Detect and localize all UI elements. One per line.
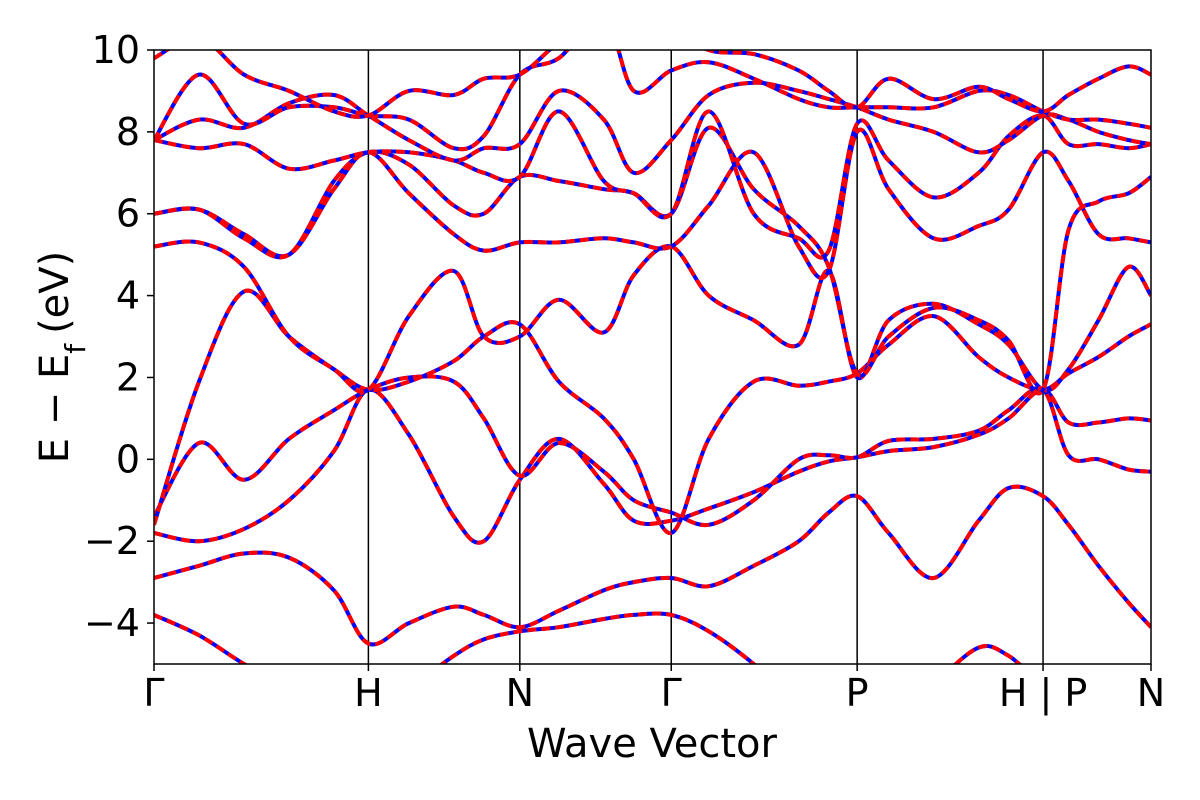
y-tick-label: −4: [84, 601, 140, 645]
band-line-b: [154, 288, 1151, 535]
y-axis-ticks: −4 −2 0 2 4 6 8 10: [84, 28, 154, 645]
x-tick-label: N: [1137, 671, 1165, 715]
band-line-b: [154, 484, 1151, 647]
y-tick-label: 10: [92, 28, 140, 72]
band-line-b: [154, 239, 1151, 394]
band-line-a: [154, 239, 1151, 394]
band-line-b: [154, 109, 1151, 260]
y-axis-label-unit: (eV): [32, 251, 78, 334]
x-tick-label: Γ: [143, 671, 164, 715]
band-line-b: [154, 374, 1151, 528]
x-tick-label: H | P: [999, 671, 1087, 716]
y-tick-label: 6: [116, 192, 140, 236]
y-axis-label-main: E − E: [32, 354, 78, 464]
band-line-a: [154, 288, 1151, 535]
y-axis-label-subscript: f: [59, 343, 92, 354]
band-line-b: [154, 50, 1151, 119]
band-line-a: [154, 611, 1023, 664]
band-line-b: [154, 50, 1151, 152]
x-tick-label: H: [354, 671, 383, 715]
plot-frame: [153, 49, 1152, 665]
x-tick-label: P: [846, 671, 869, 715]
band-line-b: [154, 387, 1151, 545]
x-tick-label: Γ: [661, 671, 682, 715]
x-axis-label: Wave Vector: [527, 721, 778, 767]
x-tick-label: N: [506, 671, 534, 715]
y-tick-label: −2: [84, 519, 140, 563]
y-tick-label: 8: [116, 110, 140, 154]
band-line-b: [154, 80, 1151, 175]
y-tick-label: 2: [116, 355, 140, 399]
band-line-a: [154, 50, 1151, 119]
x-axis-ticks: Γ H N Γ P H | P N: [143, 664, 1165, 716]
band-line-b: [154, 125, 1151, 396]
band-lines: [154, 50, 1151, 664]
y-tick-label: 4: [116, 274, 140, 318]
band-line-a: [154, 387, 1151, 545]
y-axis-label: E − Ef (eV): [32, 251, 92, 464]
y-tick-label: 0: [116, 437, 140, 481]
